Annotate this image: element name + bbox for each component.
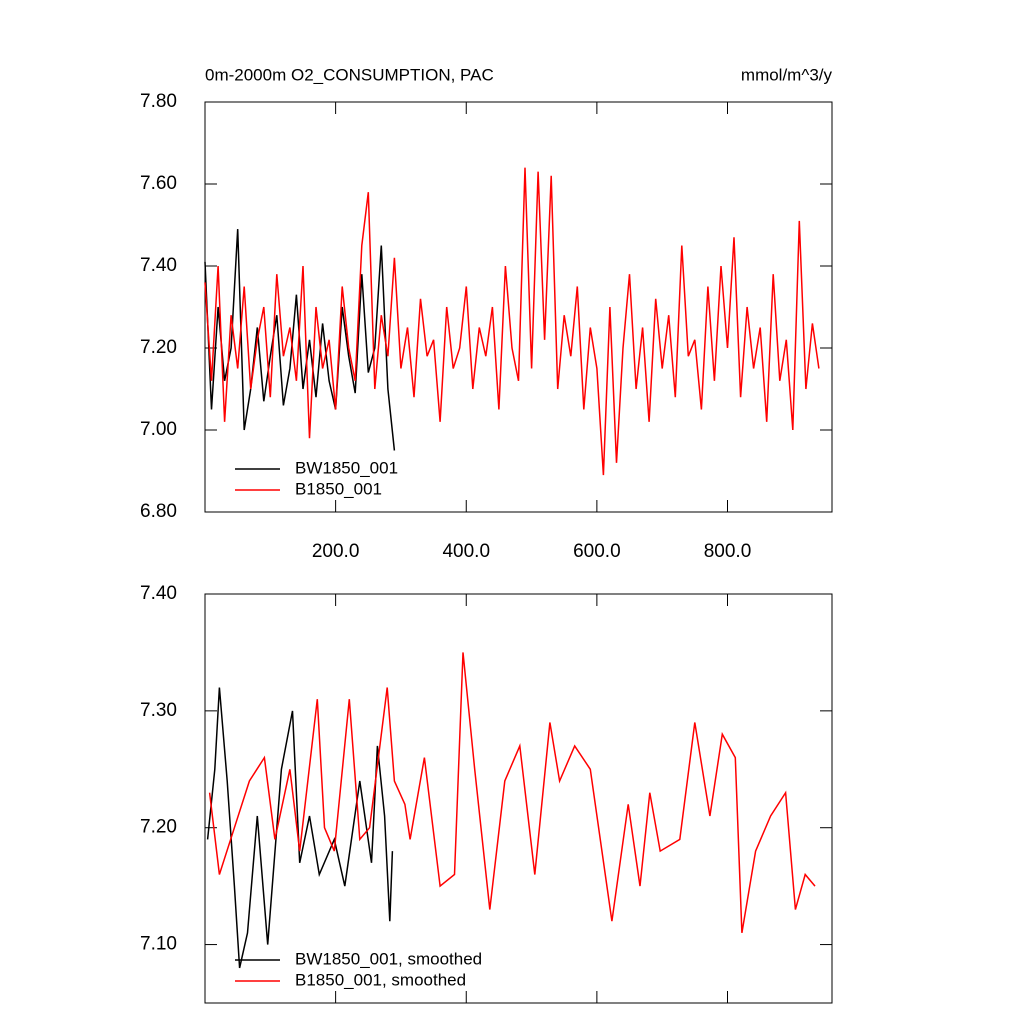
y-tick-label: 7.20 <box>140 337 177 358</box>
legend-label: B1850_001 <box>295 479 382 498</box>
y-tick-label: 7.10 <box>140 934 177 955</box>
series-line <box>204 229 396 451</box>
legend-label: BW1850_001 <box>295 458 398 477</box>
x-tick-label: 400.0 <box>442 541 490 562</box>
chart-title: 0m-2000m O2_CONSUMPTION, PAC <box>205 65 494 84</box>
y-tick-label: 7.80 <box>140 91 177 112</box>
series-line <box>206 687 394 969</box>
legend-label: BW1850_001, smoothed <box>295 949 482 968</box>
x-tick-label: 800.0 <box>704 541 752 562</box>
y-tick-label: 7.00 <box>140 419 177 440</box>
y-tick-label: 7.40 <box>140 255 177 276</box>
x-tick-label: 600.0 <box>573 541 621 562</box>
x-tick-label: 200.0 <box>312 541 360 562</box>
y-tick-label: 6.80 <box>140 501 177 522</box>
legend-label: B1850_001, smoothed <box>295 970 466 989</box>
y-tick-label: 7.60 <box>140 173 177 194</box>
series-line <box>204 167 820 476</box>
chart-units: mmol/m^3/y <box>741 65 833 84</box>
y-tick-label: 7.40 <box>140 583 177 604</box>
y-tick-label: 7.20 <box>140 817 177 838</box>
y-tick-label: 7.30 <box>140 700 177 721</box>
series-line <box>208 652 816 934</box>
plot-frame <box>204 101 833 513</box>
plot-frame <box>204 593 833 1004</box>
